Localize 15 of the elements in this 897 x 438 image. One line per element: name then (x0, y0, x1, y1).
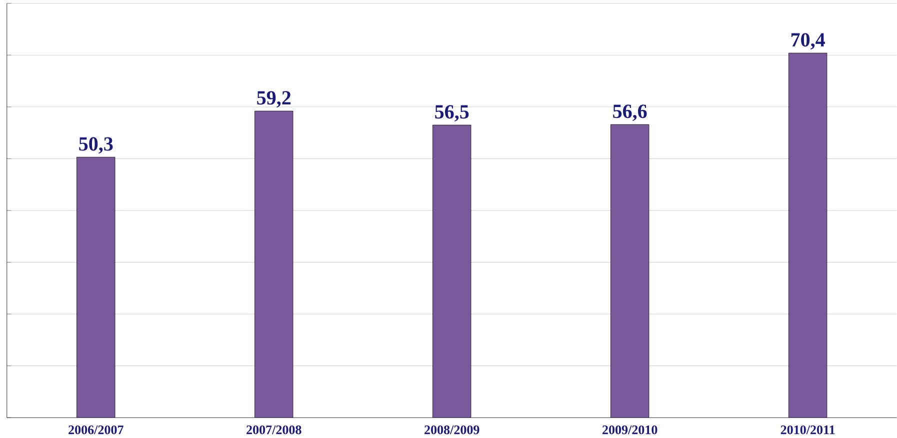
data-label: 56,6 (613, 104, 647, 122)
x-tick-label: 2010/2011 (780, 426, 835, 434)
data-label: 70,4 (791, 33, 825, 50)
data-label: 56,5 (435, 105, 469, 122)
bar (76, 157, 116, 418)
x-tick-label: 2009/2010 (602, 426, 658, 434)
x-tick-label: 2006/2007 (68, 426, 124, 434)
x-tick-label: 2008/2009 (424, 426, 480, 434)
bar (610, 124, 650, 418)
bar (432, 125, 472, 418)
x-tick-label: 2007/2008 (246, 426, 302, 434)
bar (254, 111, 294, 418)
data-label: 59,2 (257, 91, 291, 108)
data-label: 50,3 (79, 137, 113, 154)
bar (788, 53, 828, 418)
